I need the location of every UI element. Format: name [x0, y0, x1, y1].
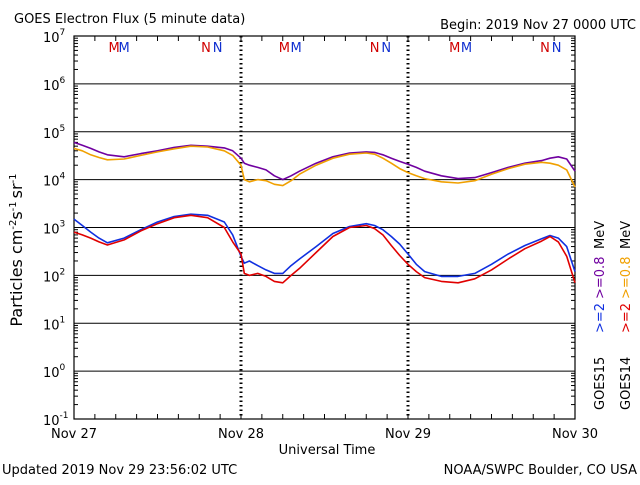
series-line	[73, 145, 576, 188]
mn-marker: N	[381, 41, 391, 56]
updated-timestamp: Updated 2019 Nov 29 23:56:02 UTC	[2, 463, 237, 478]
y-tick-label: 102	[43, 267, 65, 285]
legend-item: >=2	[593, 303, 608, 333]
credit-label: NOAA/SWPC Boulder, CO USA	[444, 463, 637, 478]
mn-marker: M	[449, 41, 460, 56]
y-tick-label: 104	[43, 172, 66, 190]
mn-marker: N	[370, 41, 380, 56]
x-tick-label: Nov 27	[51, 427, 97, 442]
legend-column: GOES14 >=2 >=0.8 MeV	[619, 221, 634, 410]
mn-marker: M	[279, 41, 290, 56]
legend-satellite: GOES14	[619, 357, 634, 410]
x-tick-label: Nov 29	[385, 427, 431, 442]
legend-item: >=0.8	[593, 257, 608, 299]
y-axis-title: Particles cm-2s-1sr-1	[7, 173, 26, 326]
legend: GOES14 >=2 >=0.8 MeV GOES15 >=2 >=0.8 MeV	[593, 221, 634, 410]
legend-satellite: GOES15	[593, 357, 608, 410]
mn-marker: M	[461, 41, 472, 56]
mn-marker: M	[291, 41, 302, 56]
mn-marker: N	[540, 41, 550, 56]
x-tick-labels: Nov 27 Nov 28 Nov 29 Nov 30	[51, 427, 598, 442]
legend-item: MeV	[593, 221, 608, 249]
y-tick-label: 100	[43, 363, 66, 381]
y-tick-label: 106	[43, 76, 66, 94]
series-line	[73, 141, 576, 181]
mn-marker: M	[108, 41, 119, 56]
y-tick-label: 103	[43, 220, 65, 238]
y-tick-label: 105	[43, 124, 65, 142]
mn-marker: N	[201, 41, 211, 56]
y-axis-title-text: Particles cm-2s-1sr-1	[7, 173, 26, 326]
y-tick-labels: 10-1 100 101 102 103 104 105 106 107	[43, 28, 69, 429]
x-tick-label: Nov 30	[552, 427, 598, 442]
y-tick-label: 107	[43, 28, 65, 46]
legend-column: GOES15 >=2 >=0.8 MeV	[593, 221, 608, 410]
y-tick-label: 10-1	[43, 411, 69, 429]
plot-area: MM N N M M N N M M N N	[73, 35, 576, 420]
chart-title: GOES Electron Flux (5 minute data)	[14, 12, 245, 27]
series-line	[73, 214, 576, 284]
x-axis-title: Universal Time	[279, 443, 376, 458]
legend-item: >=0.8	[619, 257, 634, 299]
series-line	[73, 213, 576, 278]
mn-marker: N	[213, 41, 223, 56]
legend-item: >=2	[619, 303, 634, 333]
mn-marker: N	[552, 41, 562, 56]
legend-item: MeV	[619, 221, 634, 249]
x-tick-label: Nov 28	[218, 427, 264, 442]
begin-date-label: Begin: 2019 Nov 27 0000 UTC	[440, 18, 636, 33]
y-tick-label: 101	[43, 315, 65, 333]
mn-marker: M	[118, 41, 129, 56]
